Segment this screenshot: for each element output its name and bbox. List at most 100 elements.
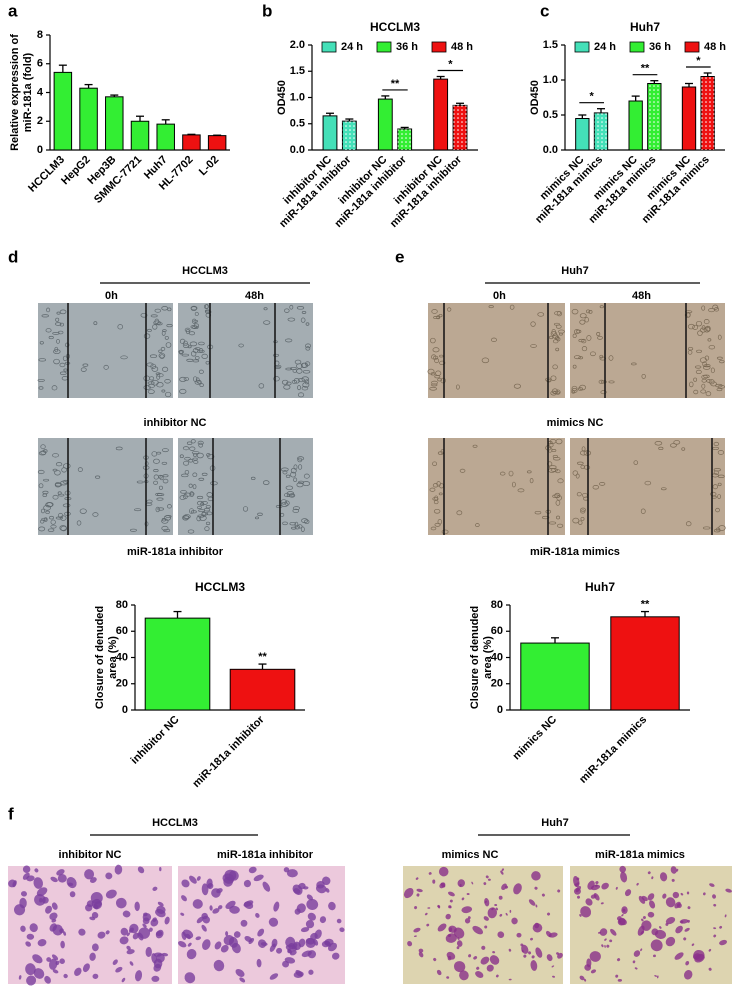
cell bbox=[115, 966, 123, 973]
y-tick-label: 6 bbox=[37, 58, 43, 70]
cell bbox=[285, 474, 291, 478]
micrograph-bg bbox=[38, 438, 173, 535]
cell bbox=[427, 907, 431, 909]
cell bbox=[162, 474, 169, 478]
cell bbox=[683, 937, 687, 941]
cell bbox=[697, 330, 703, 336]
cell bbox=[92, 973, 99, 979]
cell bbox=[701, 305, 706, 311]
cell bbox=[45, 905, 53, 914]
cell bbox=[26, 933, 35, 940]
cell bbox=[541, 893, 545, 897]
cell bbox=[52, 969, 59, 974]
cell bbox=[407, 940, 413, 947]
cell bbox=[90, 877, 97, 883]
cell bbox=[556, 495, 562, 501]
cell bbox=[182, 514, 189, 521]
cell bbox=[119, 936, 129, 945]
cell bbox=[694, 365, 702, 369]
cell bbox=[535, 947, 543, 958]
cell bbox=[314, 929, 322, 939]
cell bbox=[48, 335, 54, 340]
significance: ** bbox=[391, 78, 400, 90]
cell bbox=[91, 912, 99, 919]
cell bbox=[596, 332, 601, 336]
cell bbox=[293, 377, 300, 384]
cell bbox=[268, 917, 279, 927]
cell bbox=[432, 483, 439, 488]
cell bbox=[155, 506, 160, 513]
cell bbox=[248, 866, 257, 874]
cell bbox=[302, 382, 310, 388]
legend-swatch bbox=[321, 41, 337, 53]
cell bbox=[153, 958, 163, 969]
cell bbox=[717, 384, 726, 389]
cell bbox=[181, 473, 189, 478]
x-tick-label: miR-181a inhibitor bbox=[190, 713, 267, 790]
micrograph-bg bbox=[570, 438, 725, 535]
cell bbox=[415, 877, 419, 880]
cell bbox=[49, 912, 58, 921]
cell bbox=[703, 374, 710, 379]
cell bbox=[49, 958, 58, 970]
y-tick-label: 80 bbox=[116, 599, 128, 611]
significance: ** bbox=[258, 651, 267, 663]
cell bbox=[60, 940, 65, 949]
cell bbox=[161, 525, 169, 531]
cell bbox=[305, 322, 310, 326]
cell bbox=[542, 515, 550, 520]
cell bbox=[457, 879, 466, 888]
cell bbox=[712, 304, 719, 310]
cell bbox=[492, 951, 496, 954]
cell bbox=[42, 896, 49, 904]
cell bbox=[593, 893, 600, 901]
cell bbox=[183, 377, 190, 381]
cell bbox=[713, 470, 719, 476]
cell bbox=[552, 494, 560, 498]
cell bbox=[306, 898, 319, 910]
cell bbox=[552, 339, 559, 344]
cell bbox=[508, 948, 512, 952]
x-tick-label: miR-181a mimics bbox=[577, 714, 649, 786]
cell bbox=[198, 442, 204, 448]
cell bbox=[117, 324, 123, 330]
cell bbox=[137, 932, 144, 941]
cell bbox=[708, 948, 712, 952]
cell bbox=[298, 464, 303, 470]
cell bbox=[204, 304, 209, 309]
cell bbox=[500, 870, 504, 875]
cell bbox=[243, 900, 254, 907]
cell bbox=[272, 353, 280, 357]
cell bbox=[473, 956, 478, 960]
cell bbox=[186, 358, 194, 362]
cell bbox=[617, 979, 623, 982]
cell bbox=[509, 304, 515, 310]
cell bbox=[438, 866, 449, 877]
cell bbox=[273, 901, 280, 912]
cell bbox=[134, 901, 140, 912]
cell bbox=[555, 347, 560, 352]
legend-label: 36 h bbox=[649, 41, 671, 53]
cell bbox=[115, 446, 123, 451]
cell bbox=[434, 375, 441, 379]
cell bbox=[702, 892, 706, 896]
cell bbox=[489, 955, 500, 965]
cell bbox=[530, 321, 536, 327]
cell bbox=[184, 327, 191, 333]
cell bbox=[189, 491, 195, 497]
cell bbox=[484, 925, 488, 929]
cell bbox=[665, 897, 676, 908]
cell bbox=[199, 515, 207, 521]
cell bbox=[328, 901, 336, 911]
cell bbox=[19, 897, 27, 909]
cell bbox=[598, 379, 605, 384]
cell bbox=[179, 388, 187, 394]
cell bbox=[453, 961, 466, 973]
cell bbox=[25, 941, 32, 947]
cell bbox=[576, 877, 580, 881]
cell bbox=[184, 972, 196, 984]
micrograph-bg bbox=[178, 438, 313, 535]
row-label: miR-181a mimics bbox=[530, 546, 620, 558]
bar bbox=[79, 87, 98, 151]
cell bbox=[165, 391, 172, 398]
